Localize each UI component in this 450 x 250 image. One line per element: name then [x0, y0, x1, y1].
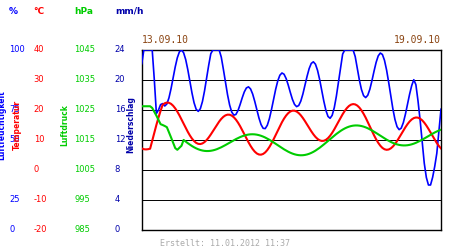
Text: Niederschlag: Niederschlag	[126, 96, 135, 154]
Text: hPa: hPa	[74, 7, 93, 16]
Text: 8: 8	[115, 166, 120, 174]
Text: 4: 4	[115, 196, 120, 204]
Text: 985: 985	[74, 226, 90, 234]
Text: 16: 16	[115, 106, 126, 114]
Text: Temperatur: Temperatur	[13, 100, 22, 150]
Text: Luftfeuchtigkeit: Luftfeuchtigkeit	[0, 90, 7, 160]
Text: 1025: 1025	[74, 106, 95, 114]
Text: 19.09.10: 19.09.10	[394, 35, 441, 45]
Text: 995: 995	[74, 196, 90, 204]
Text: 10: 10	[34, 136, 44, 144]
Text: 40: 40	[34, 46, 44, 54]
Text: 0: 0	[34, 166, 39, 174]
Text: mm/h: mm/h	[115, 7, 143, 16]
Text: °C: °C	[34, 7, 45, 16]
Text: %: %	[9, 7, 18, 16]
Text: 20: 20	[115, 76, 125, 84]
Text: 1045: 1045	[74, 46, 95, 54]
Text: 1035: 1035	[74, 76, 95, 84]
Text: 0: 0	[9, 226, 14, 234]
Text: 30: 30	[34, 76, 45, 84]
Text: -20: -20	[34, 226, 47, 234]
Text: 1005: 1005	[74, 166, 95, 174]
Text: 50: 50	[9, 136, 19, 144]
Text: 0: 0	[115, 226, 120, 234]
Text: 20: 20	[34, 106, 44, 114]
Text: 12: 12	[115, 136, 125, 144]
Text: 13.09.10: 13.09.10	[142, 35, 189, 45]
Text: Luftdruck: Luftdruck	[61, 104, 70, 146]
Text: 100: 100	[9, 46, 25, 54]
Text: -10: -10	[34, 196, 47, 204]
Text: 75: 75	[9, 106, 20, 114]
Text: 24: 24	[115, 46, 125, 54]
Text: 25: 25	[9, 196, 19, 204]
Text: 1015: 1015	[74, 136, 95, 144]
Text: Erstellt: 11.01.2012 11:37: Erstellt: 11.01.2012 11:37	[160, 238, 290, 248]
